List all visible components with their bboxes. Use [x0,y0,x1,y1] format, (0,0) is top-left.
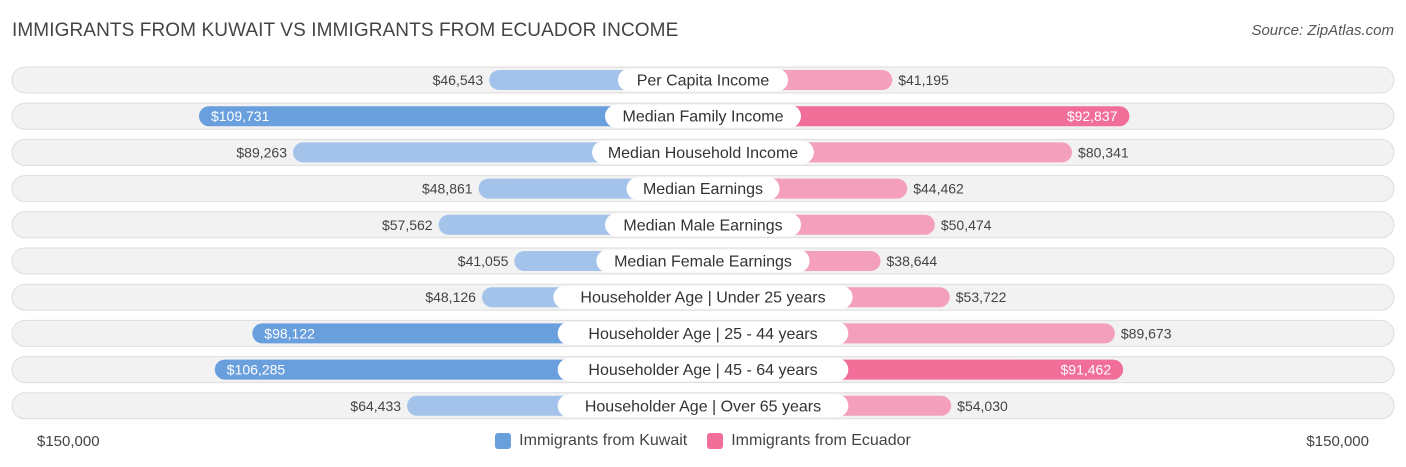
category-pill [596,249,810,273]
value-label-kuwait: $57,562 [382,217,433,233]
bar-ecuador [703,106,1130,127]
category-pill [553,285,853,309]
category-label: Median Household Income [608,145,798,162]
category-pill [557,358,849,382]
value-label-ecuador: $91,462 [1061,362,1112,378]
value-label-kuwait: $109,731 [211,108,270,124]
value-label-kuwait: $48,861 [422,181,473,197]
axis-left-label: $150,000 [37,433,100,450]
value-label-ecuador: $50,474 [941,217,992,233]
value-label-ecuador: $41,195 [898,72,949,88]
category-label: Householder Age | Under 25 years [580,290,825,307]
category-pill [557,321,849,345]
category-pill [605,213,801,237]
value-label-kuwait: $64,433 [350,398,401,414]
category-label: Median Earnings [643,181,763,198]
value-label-ecuador: $89,673 [1121,325,1172,341]
category-label: Median Family Income [623,109,784,126]
category-label: Householder Age | Over 65 years [585,398,821,415]
legend-label-kuwait: Immigrants from Kuwait [519,432,688,449]
category-pill [626,177,780,201]
value-label-ecuador: $92,837 [1067,108,1118,124]
category-pill [605,104,801,128]
value-label-kuwait: $89,263 [236,144,287,160]
source-credit: Source: ZipAtlas.com [1251,22,1394,39]
axis-right-label: $150,000 [1306,433,1369,450]
category-label: Per Capita Income [637,73,770,90]
value-label-ecuador: $80,341 [1078,144,1129,160]
category-label: Householder Age | 25 - 44 years [588,326,817,343]
legend-swatch-ecuador [707,433,724,449]
value-label-kuwait: $48,126 [425,289,476,305]
legend-item-ecuador: Immigrants from Ecuador [707,432,911,450]
value-label-ecuador: $54,030 [957,398,1008,414]
legend-swatch-kuwait [495,433,512,449]
diverging-bar-chart: $46,543 $41,195 Per Capita Income $109,731 $… [11,66,1395,420]
bar-kuwait [198,106,703,127]
value-label-kuwait: $46,543 [433,72,484,88]
category-label: Median Female Earnings [614,254,792,271]
value-label-ecuador: $44,462 [913,181,964,197]
legend-label-ecuador: Immigrants from Ecuador [731,432,911,449]
chart-title: IMMIGRANTS FROM KUWAIT VS IMMIGRANTS FRO… [12,20,679,41]
value-label-kuwait: $41,055 [458,253,509,269]
legend-item-kuwait: Immigrants from Kuwait [495,432,687,450]
category-label: Householder Age | 45 - 64 years [588,362,817,379]
category-pill [592,140,814,164]
value-label-ecuador: $38,644 [887,253,938,269]
value-label-ecuador: $53,722 [956,289,1007,305]
category-label: Median Male Earnings [623,217,782,234]
value-label-kuwait: $106,285 [227,362,286,378]
legend: Immigrants from Kuwait Immigrants from E… [0,432,1406,450]
value-label-kuwait: $98,122 [264,325,315,341]
category-pill [557,394,849,418]
category-pill [617,68,789,92]
